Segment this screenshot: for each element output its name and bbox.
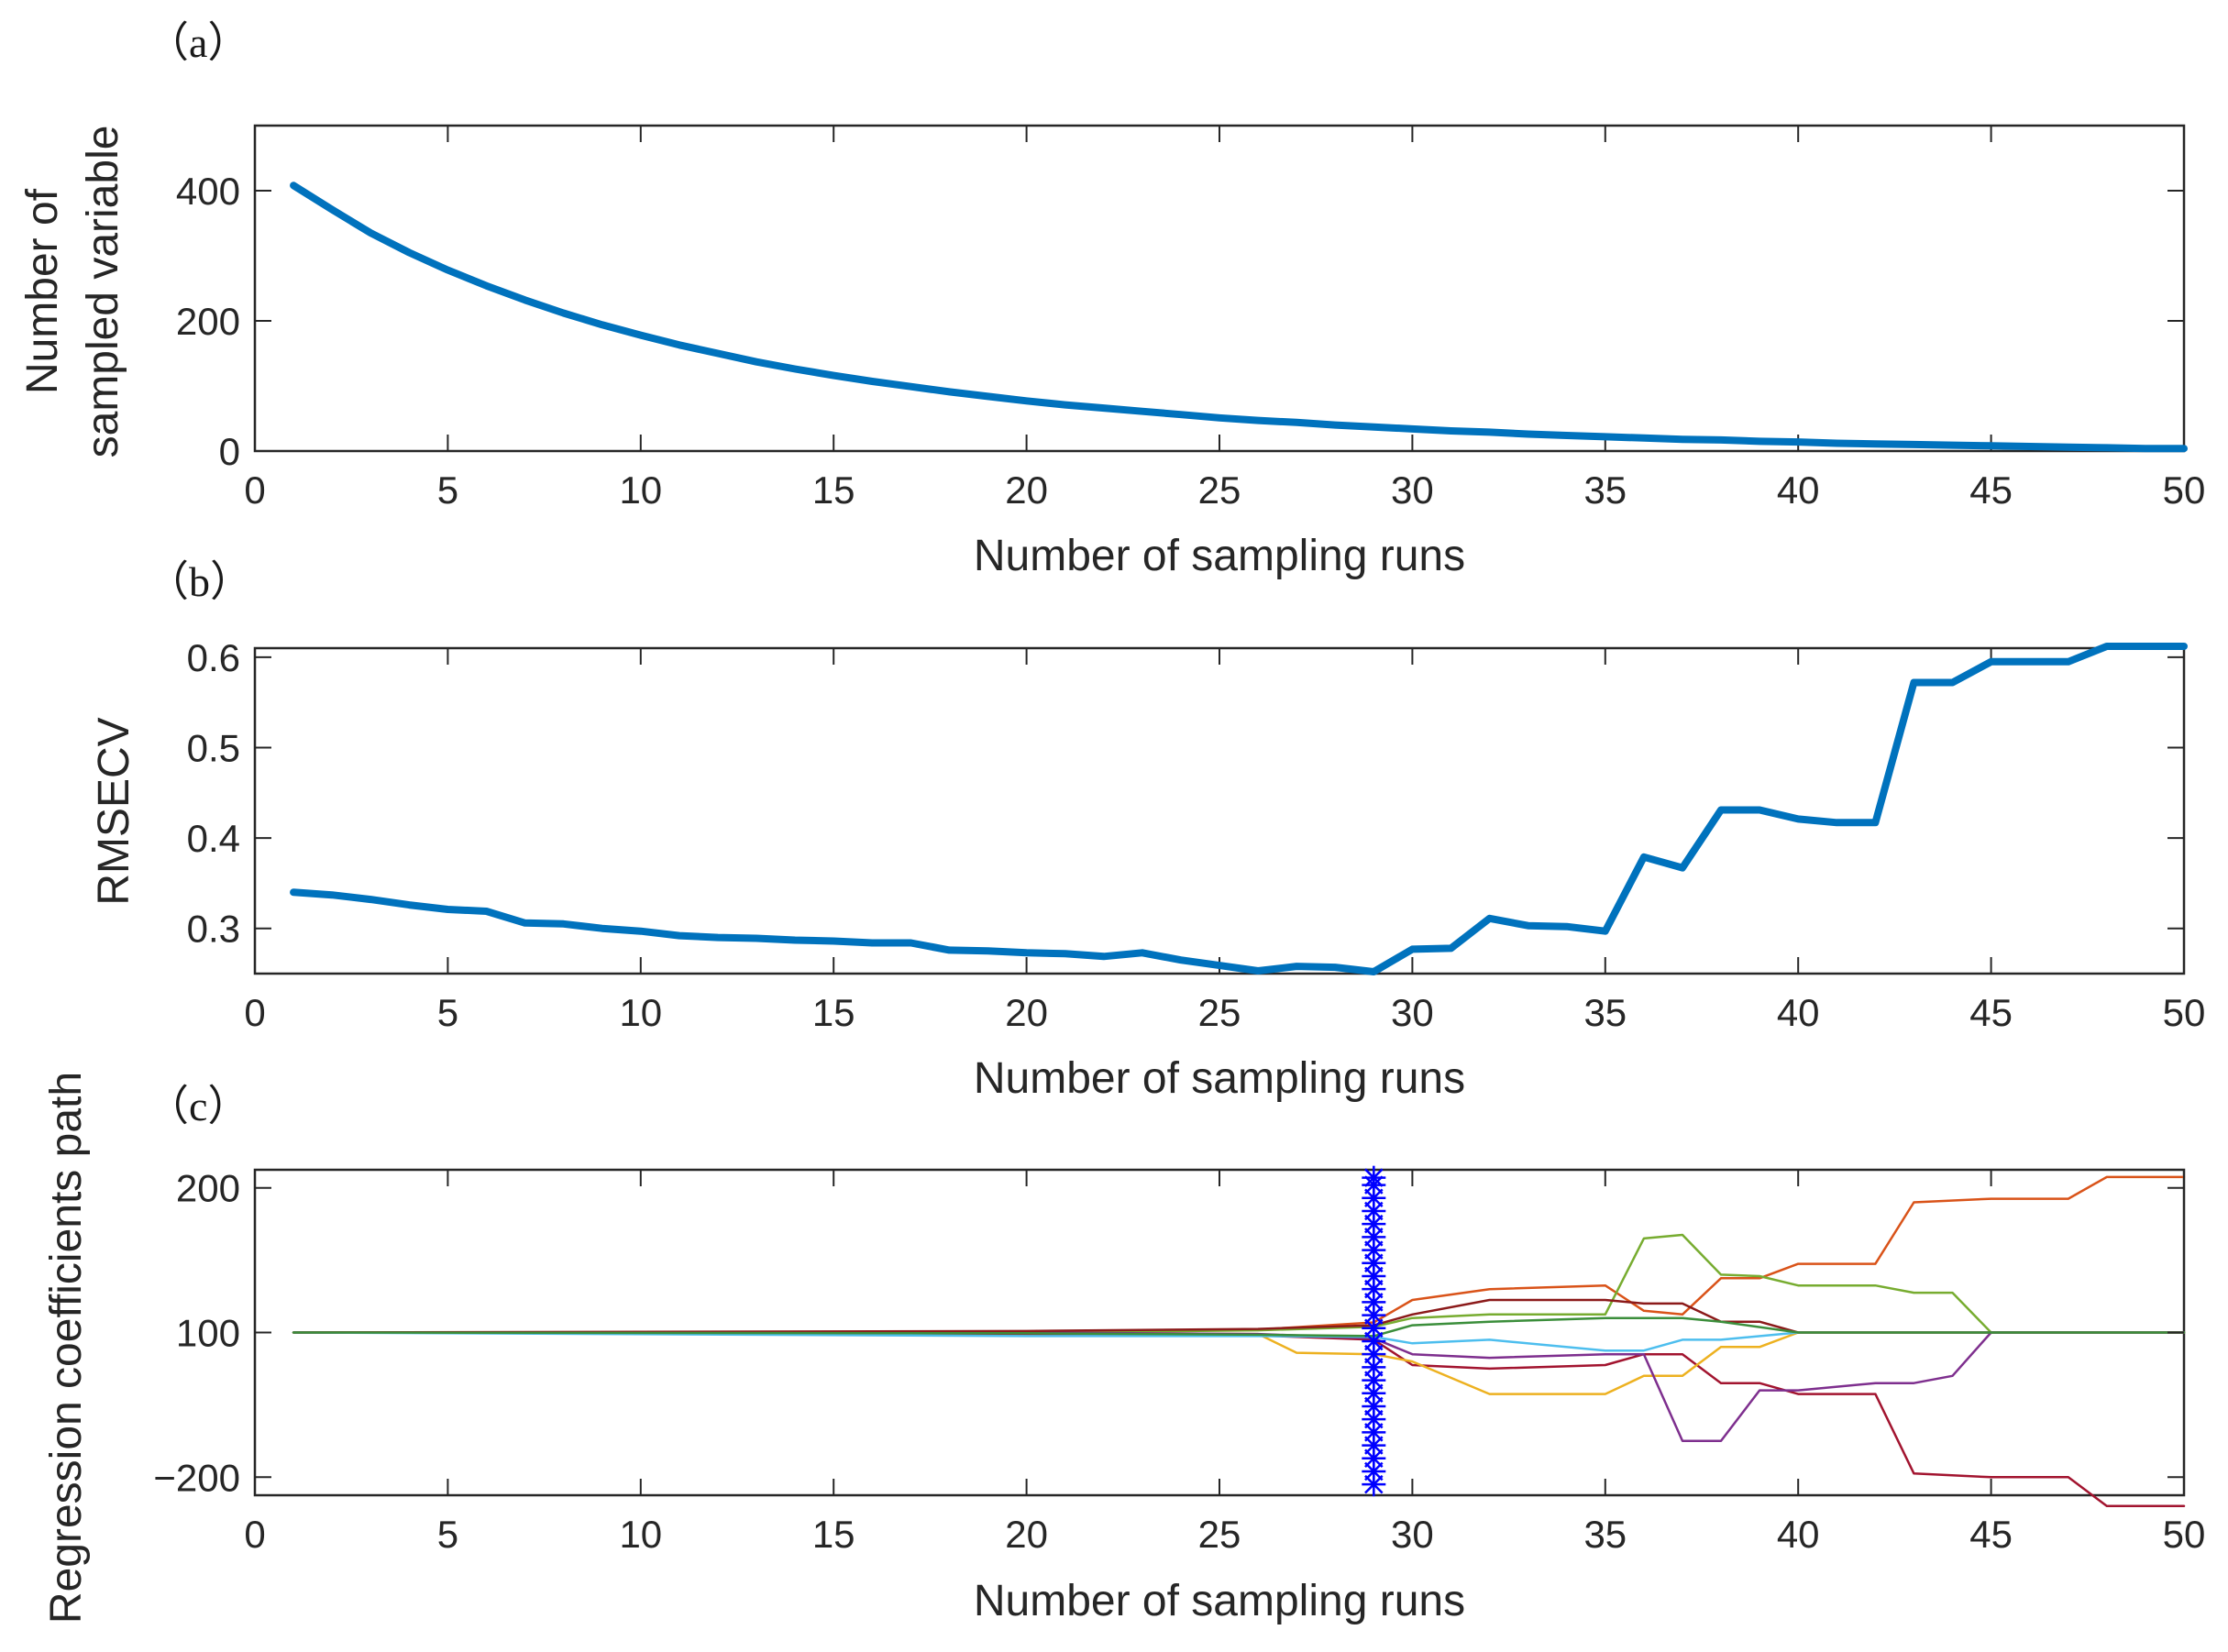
series-line-coef-6 — [292, 1331, 2186, 1352]
x-tick-label: 15 — [812, 468, 855, 512]
panel-a: （a） 0 5 10 15 20 25 30 35 40 45 50 0 200 400 Number o… — [18, 19, 2205, 580]
x-tick-label: 35 — [1583, 468, 1627, 512]
y-tick-label: 100 — [176, 1312, 240, 1355]
x-tick-label: 25 — [1198, 991, 1241, 1034]
x-tick-label: 5 — [437, 1513, 458, 1556]
x-tick-label: 50 — [2163, 991, 2206, 1034]
y-tick-label: 200 — [176, 300, 240, 343]
y-tick-label: 0.5 — [187, 726, 240, 769]
y-tick-label: 400 — [176, 170, 240, 213]
panel-c-ticks: 0 5 10 15 20 25 30 35 40 45 50 −200 100 200 — [153, 1167, 2205, 1556]
series-line-coef-7 — [292, 1298, 2186, 1334]
panel-c-ylabel: Regression coefficients path — [42, 1072, 91, 1624]
x-tick-label: 5 — [437, 991, 458, 1034]
series-line-coef-4 — [292, 1331, 2186, 1395]
panel-b: （b） 0 5 10 15 20 25 30 35 40 45 50 0.3 0.4 0.5 0.6 Num… — [90, 558, 2205, 1103]
panel-c-series — [292, 1175, 2186, 1508]
x-tick-label: 35 — [1583, 991, 1627, 1034]
series-line-RMSECV — [290, 643, 2188, 975]
x-tick-label: 15 — [812, 1513, 855, 1556]
x-tick-label: 30 — [1391, 468, 1434, 512]
asterisk-marker — [1362, 1165, 1386, 1190]
panel-c-markers — [1362, 1165, 1386, 1497]
x-tick-label: 20 — [1005, 991, 1048, 1034]
x-tick-label: 40 — [1777, 991, 1820, 1034]
series-line-coef-1 — [292, 1175, 2186, 1334]
panel-c-label: （c） — [147, 1083, 249, 1129]
panel-a-ylabel-line2: sampled variable — [79, 126, 127, 458]
panel-c: （c） 0 5 10 15 20 25 30 35 40 45 50 −200 100 200 Numbe… — [42, 1072, 2205, 1625]
x-tick-label: 45 — [1969, 1513, 2013, 1556]
panel-a-series — [290, 182, 2188, 453]
x-tick-label: 25 — [1198, 468, 1241, 512]
series-line-coef-5 — [292, 1331, 2186, 1443]
y-tick-label: 0.4 — [187, 817, 240, 860]
x-tick-label: 30 — [1391, 991, 1434, 1034]
panel-a-ylabel-line1: Number of — [18, 188, 67, 394]
series-line-coef-3 — [292, 1331, 2186, 1508]
x-tick-label: 45 — [1969, 991, 2013, 1034]
x-tick-label: 10 — [619, 991, 662, 1034]
y-tick-label: −200 — [153, 1456, 240, 1499]
x-tick-label: 0 — [244, 1513, 265, 1556]
panel-b-ticks: 0 5 10 15 20 25 30 35 40 45 50 0.3 0.4 0.5 0.6 — [187, 636, 2206, 1034]
x-tick-label: 50 — [2163, 468, 2206, 512]
y-tick-label: 0 — [219, 430, 240, 473]
x-tick-label: 35 — [1583, 1513, 1627, 1556]
panel-b-label: （b） — [147, 558, 252, 605]
panel-b-xlabel: Number of sampling runs — [974, 1054, 1465, 1103]
x-tick-label: 5 — [437, 468, 458, 512]
x-tick-label: 15 — [812, 991, 855, 1034]
x-tick-label: 45 — [1969, 468, 2013, 512]
y-tick-label: 0.3 — [187, 908, 240, 951]
y-tick-label: 0.6 — [187, 636, 240, 679]
series-line-coef-8 — [292, 1316, 2186, 1338]
x-tick-label: 10 — [619, 468, 662, 512]
x-tick-label: 0 — [244, 468, 265, 512]
x-tick-label: 40 — [1777, 1513, 1820, 1556]
panel-a-ticks: 0 5 10 15 20 25 30 35 40 45 50 0 200 400 — [176, 126, 2205, 512]
series-line-sampled-variables — [290, 182, 2188, 453]
x-tick-label: 50 — [2163, 1513, 2206, 1556]
panel-a-xlabel: Number of sampling runs — [974, 532, 1465, 580]
panel-a-axes-box — [253, 124, 2186, 453]
x-tick-label: 20 — [1005, 1513, 1048, 1556]
x-tick-label: 0 — [244, 991, 265, 1034]
series-line-coef-2 — [292, 1233, 2186, 1334]
x-tick-label: 20 — [1005, 468, 1048, 512]
panel-b-ylabel: RMSECV — [90, 717, 138, 905]
panel-b-series — [290, 643, 2188, 975]
x-tick-label: 30 — [1391, 1513, 1434, 1556]
y-tick-label: 200 — [176, 1167, 240, 1210]
panel-a-label: （a） — [147, 19, 249, 66]
x-tick-label: 25 — [1198, 1513, 1241, 1556]
x-tick-label: 10 — [619, 1513, 662, 1556]
panel-c-xlabel: Number of sampling runs — [974, 1577, 1465, 1625]
x-tick-label: 40 — [1777, 468, 1820, 512]
